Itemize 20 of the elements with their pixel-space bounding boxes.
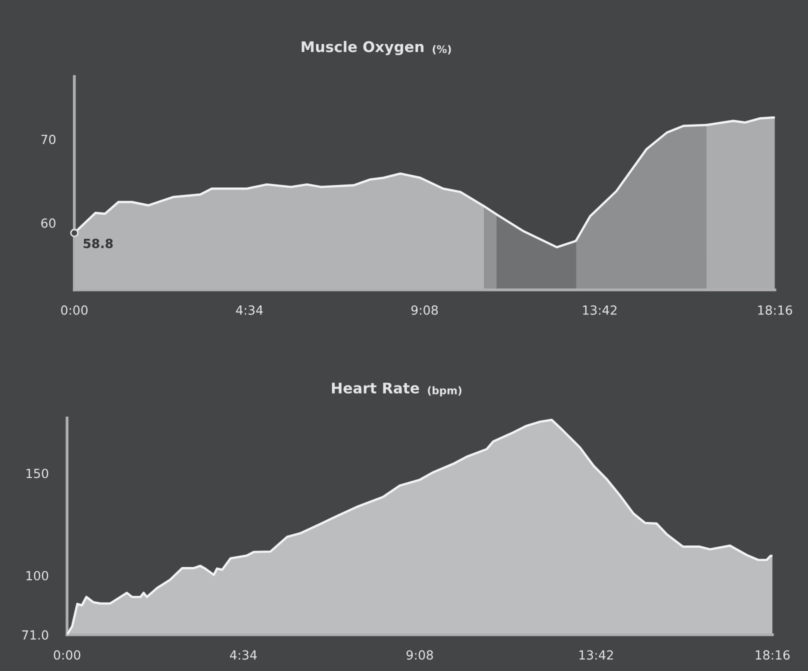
x-tick-label: 4:34 (236, 305, 263, 315)
x-tick-label: 0:00 (54, 650, 80, 660)
x-tick-label: 18:16 (758, 305, 792, 315)
x-tick-label: 13:42 (579, 650, 613, 660)
chart-subtitle: (%) (432, 45, 451, 54)
y-tick-label: 150 (26, 468, 48, 478)
chart-title: Heart Rate (332, 382, 420, 394)
x-tick-label: 9:08 (406, 650, 433, 660)
y-tick-label: 60 (41, 218, 56, 228)
x-tick-label: 9:08 (411, 305, 438, 315)
chart-title: Muscle Oxygen (302, 40, 424, 56)
x-tick-label: 0:00 (61, 305, 88, 315)
x-tick-label: 18:16 (756, 650, 790, 660)
y-tick-label: 70 (41, 134, 56, 144)
x-tick-label: 4:34 (230, 650, 257, 660)
y-tick-label: 71.0 (22, 630, 48, 640)
x-tick-label: 13:42 (583, 305, 616, 315)
chart-subtitle: (bpm) (428, 386, 462, 396)
y-tick-label: 100 (26, 570, 48, 580)
annotation: 58.8 (84, 238, 113, 248)
